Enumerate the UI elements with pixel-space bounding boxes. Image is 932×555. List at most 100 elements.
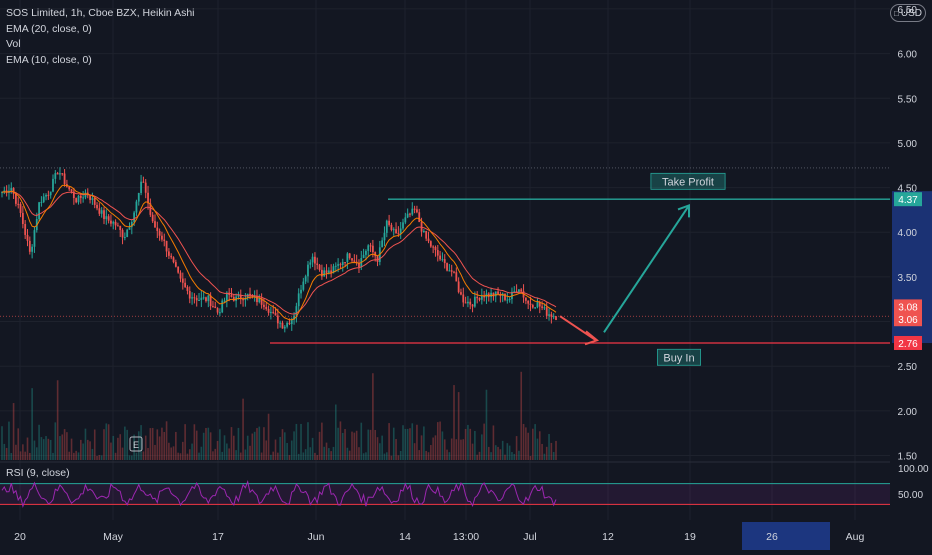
- volume-bar: [242, 398, 244, 460]
- volume-bar: [474, 430, 476, 460]
- volume-bar: [246, 435, 249, 460]
- candle-body: [61, 173, 64, 175]
- volume-bar: [455, 439, 458, 460]
- volume-bar: [515, 436, 518, 460]
- candle-body: [550, 314, 553, 317]
- candle-body: [534, 307, 537, 309]
- volume-bar: [325, 442, 328, 460]
- volume-bar: [165, 421, 168, 460]
- volume-bar: [103, 429, 105, 460]
- volume-bar: [200, 446, 203, 460]
- candle-body: [258, 298, 261, 303]
- volume-bar: [5, 447, 8, 460]
- candle-body: [142, 181, 145, 183]
- symbol-title[interactable]: SOS Limited, 1h, Cboe BZX, Heikin Ashi: [6, 7, 195, 19]
- volume-bar: [499, 449, 502, 460]
- candle-body: [365, 250, 367, 255]
- time-axis: 20 May 17 Jun 14 13:00 Jul 12 19 26 Aug: [14, 522, 864, 550]
- candle-body: [147, 192, 149, 204]
- ema20-legend[interactable]: EMA (20, close, 0): [6, 22, 92, 35]
- candle-body: [297, 293, 300, 307]
- candle-body: [17, 203, 20, 205]
- time-axis-highlight: [742, 522, 830, 550]
- candle-body: [527, 300, 530, 304]
- volume-bar: [448, 452, 451, 460]
- price-label: 4.37: [898, 195, 918, 206]
- volume-bar: [339, 421, 342, 460]
- volume-bar: [191, 443, 193, 460]
- candle-body: [223, 300, 226, 302]
- candle-body: [420, 222, 423, 232]
- volume-bar: [70, 438, 73, 460]
- time-tick-label: Aug: [846, 531, 865, 543]
- volume-bar: [100, 455, 103, 460]
- candle-body: [256, 295, 258, 303]
- candle-body: [334, 265, 337, 267]
- volume-bar: [379, 443, 381, 460]
- candle-body: [221, 300, 224, 313]
- candle-body: [311, 256, 314, 263]
- volume-bar: [175, 431, 177, 460]
- currency-button[interactable]: □ USD: [890, 4, 926, 22]
- volume-bar: [124, 426, 126, 460]
- candle-body: [446, 263, 448, 271]
- price-label-box: [894, 335, 922, 350]
- candle-body: [536, 301, 539, 308]
- volume-bar: [318, 431, 321, 460]
- volume-bar: [272, 451, 275, 460]
- volume-bar: [8, 421, 10, 460]
- candle-body: [75, 198, 78, 203]
- buy-in-label: Buy In: [663, 352, 694, 364]
- candle-body: [369, 245, 372, 247]
- volume-bar: [362, 453, 365, 460]
- candle-body: [332, 266, 335, 274]
- volume-bar: [24, 451, 26, 460]
- candle-body: [3, 190, 6, 193]
- volume-bar: [534, 424, 536, 460]
- event-marker: E: [133, 440, 139, 450]
- volume-bar: [481, 434, 483, 460]
- candle-body: [96, 204, 98, 209]
- volume-bar: [17, 428, 20, 460]
- volume-bar: [397, 455, 400, 460]
- candle-body: [144, 182, 147, 193]
- volume-bar: [286, 442, 288, 460]
- volume-bar: [216, 440, 219, 460]
- ema10-legend[interactable]: EMA (10, close, 0): [6, 53, 92, 66]
- volume-bar: [376, 437, 379, 460]
- volume-bar: [425, 450, 427, 460]
- volume-legend[interactable]: Vol: [6, 38, 21, 50]
- price-label: 2.76: [898, 339, 918, 350]
- volume-bar: [105, 423, 108, 460]
- candle-body: [42, 196, 45, 202]
- volume-bar: [545, 446, 548, 460]
- candle-body: [480, 295, 483, 300]
- volume-bar: [163, 431, 166, 460]
- volume-bar: [112, 435, 115, 460]
- candle-body: [116, 225, 119, 227]
- volume-bar: [420, 435, 423, 460]
- volume-bar: [140, 425, 142, 460]
- lock-icon: □: [894, 8, 899, 18]
- volume-bar: [147, 447, 149, 460]
- volume-bar: [212, 451, 214, 460]
- volume-bar: [332, 446, 335, 460]
- candle-body: [531, 305, 534, 308]
- candle-body: [288, 322, 291, 325]
- volume-bar: [536, 438, 539, 460]
- candle-body: [184, 282, 187, 287]
- volume-bar: [260, 452, 263, 460]
- rsi-legend[interactable]: RSI (9, close): [6, 467, 70, 479]
- price-label-box: [894, 312, 922, 327]
- volume-bar: [26, 437, 29, 460]
- volume-bar: [543, 453, 546, 460]
- candle-body: [462, 294, 465, 303]
- volume-bar: [288, 455, 291, 460]
- candle-body: [198, 300, 200, 302]
- volume-bar: [93, 429, 96, 460]
- candle-body: [283, 326, 286, 329]
- candle-body: [281, 322, 284, 329]
- candle-body: [19, 204, 22, 213]
- candle-body: [72, 191, 75, 199]
